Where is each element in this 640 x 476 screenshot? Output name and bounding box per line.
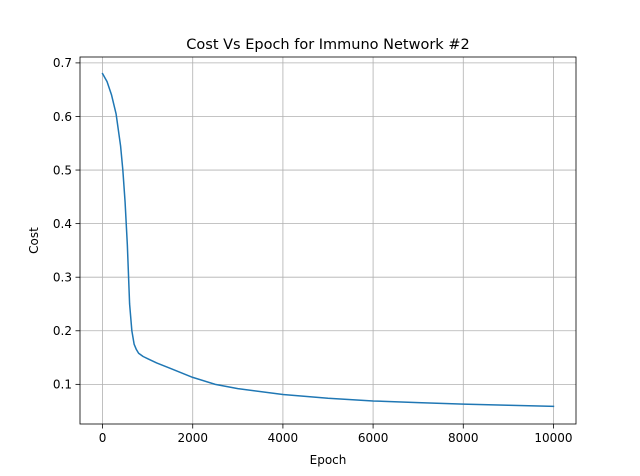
y-ticks: 0.1 0.2 0.3 0.4 0.5 0.6 0.7	[53, 56, 80, 392]
y-tick-label: 0.1	[53, 378, 72, 392]
x-tick-label: 6000	[358, 431, 389, 445]
x-tick-label: 10000	[534, 431, 572, 445]
x-tick-label: 4000	[268, 431, 299, 445]
y-tick-label: 0.6	[53, 110, 72, 124]
y-tick-label: 0.7	[53, 56, 72, 70]
x-tick-label: 0	[99, 431, 107, 445]
y-tick-label: 0.5	[53, 163, 72, 177]
grid	[80, 57, 576, 424]
y-axis-label: Cost	[27, 227, 41, 254]
series-line	[101, 72, 555, 408]
axes-frame	[79, 56, 577, 425]
x-tick-label: 2000	[177, 431, 208, 445]
x-tick-label: 8000	[448, 431, 479, 445]
y-tick-label: 0.3	[53, 271, 72, 285]
y-tick-label: 0.2	[53, 324, 72, 338]
chart-title: Cost Vs Epoch for Immuno Network #2	[186, 37, 469, 53]
x-axis-label: Epoch	[310, 453, 347, 467]
series-layer	[101, 72, 555, 408]
y-tick-label: 0.4	[53, 217, 72, 231]
x-ticks: 0 2000 4000 6000 8000 10000	[99, 424, 573, 445]
